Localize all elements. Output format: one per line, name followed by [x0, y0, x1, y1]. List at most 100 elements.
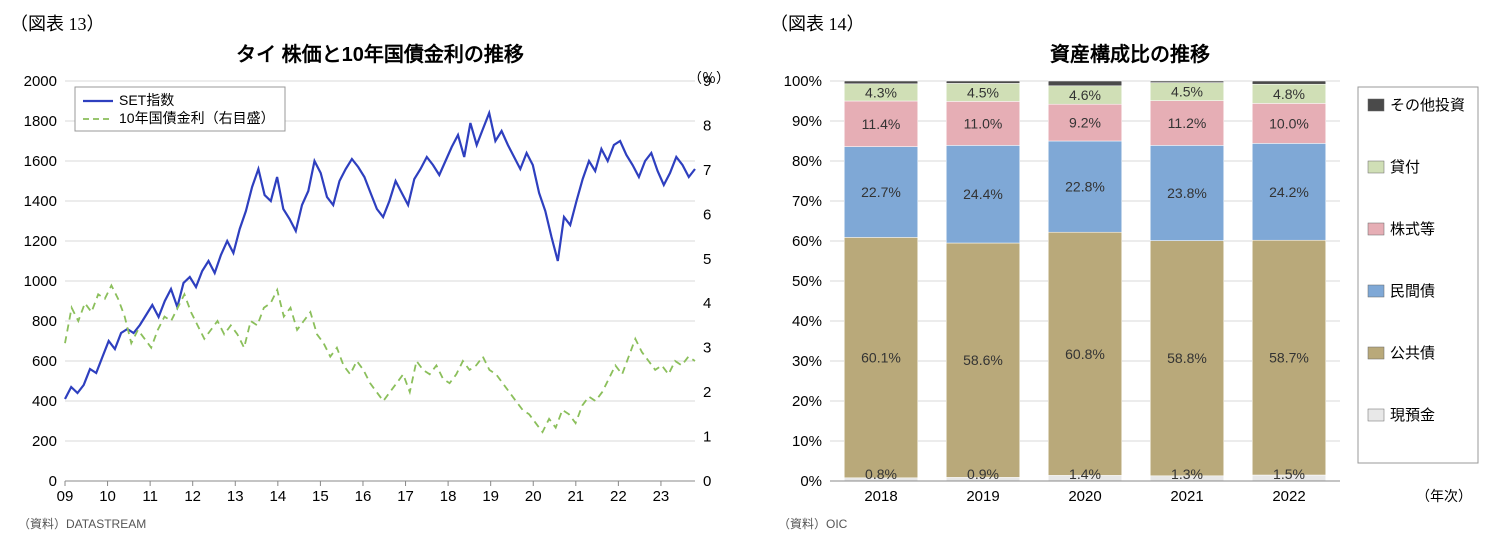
- svg-text:（年次）: （年次）: [1416, 488, 1472, 504]
- svg-text:4.8%: 4.8%: [1273, 86, 1305, 102]
- svg-text:14: 14: [269, 488, 286, 505]
- svg-text:2000: 2000: [24, 73, 57, 90]
- legend-label: 民間債: [1390, 283, 1435, 300]
- legend-swatch: [1368, 161, 1384, 173]
- svg-text:10.0%: 10.0%: [1269, 115, 1309, 131]
- svg-text:11: 11: [142, 488, 158, 505]
- svg-text:200: 200: [32, 433, 57, 450]
- svg-text:0%: 0%: [800, 473, 822, 490]
- svg-text:10年国債金利（右目盛）: 10年国債金利（右目盛）: [119, 110, 275, 126]
- figure-13: （図表 13） タイ 株価と10年国債金利の推移 020040060080010…: [10, 10, 750, 537]
- svg-text:20: 20: [525, 488, 542, 505]
- svg-text:40%: 40%: [792, 313, 822, 330]
- svg-text:58.7%: 58.7%: [1269, 350, 1309, 366]
- bar-segment-other: [1048, 81, 1121, 86]
- svg-text:30%: 30%: [792, 353, 822, 370]
- svg-text:SET指数: SET指数: [119, 92, 174, 108]
- svg-text:16: 16: [355, 488, 372, 505]
- svg-text:11.4%: 11.4%: [862, 116, 901, 132]
- svg-text:19: 19: [482, 488, 499, 505]
- svg-text:22.7%: 22.7%: [861, 184, 901, 200]
- svg-text:2022: 2022: [1272, 488, 1305, 505]
- svg-text:22.8%: 22.8%: [1065, 179, 1105, 195]
- svg-text:2019: 2019: [966, 488, 999, 505]
- svg-text:50%: 50%: [792, 273, 822, 290]
- line-chart-svg: 0200400600800100012001400160018002000012…: [10, 71, 750, 511]
- figure-13-source: （資料）DATASTREAM: [18, 515, 750, 532]
- svg-text:1000: 1000: [24, 273, 57, 290]
- svg-text:2018: 2018: [864, 488, 897, 505]
- svg-text:58.6%: 58.6%: [963, 352, 1003, 368]
- svg-text:2021: 2021: [1170, 488, 1203, 505]
- svg-text:4.5%: 4.5%: [967, 84, 999, 100]
- svg-text:（％）: （％）: [688, 71, 730, 86]
- figure-pair: （図表 13） タイ 株価と10年国債金利の推移 020040060080010…: [10, 10, 1477, 537]
- figure-14: （図表 14） 資産構成比の推移 0%10%20%30%40%50%60%70%…: [770, 10, 1487, 537]
- svg-text:24.2%: 24.2%: [1269, 184, 1309, 200]
- svg-text:10: 10: [99, 488, 116, 505]
- svg-text:18: 18: [440, 488, 457, 505]
- svg-text:1200: 1200: [24, 233, 57, 250]
- figure-14-title: 資産構成比の推移: [770, 38, 1487, 67]
- svg-text:23.8%: 23.8%: [1167, 185, 1207, 201]
- svg-text:8: 8: [703, 117, 711, 134]
- legend-swatch: [1368, 285, 1384, 297]
- bond-yield-line: [65, 285, 695, 432]
- svg-text:4.3%: 4.3%: [865, 84, 897, 100]
- legend-swatch: [1368, 99, 1384, 111]
- svg-text:58.8%: 58.8%: [1167, 350, 1207, 366]
- legend-label: 現預金: [1390, 407, 1435, 424]
- svg-text:600: 600: [32, 353, 57, 370]
- svg-text:60%: 60%: [792, 233, 822, 250]
- bar-segment-other: [1252, 81, 1325, 84]
- svg-text:60.8%: 60.8%: [1065, 346, 1105, 362]
- bar-segment-other: [844, 81, 917, 84]
- stacked-bar-svg: 0%10%20%30%40%50%60%70%80%90%100%0.8%60.…: [770, 71, 1487, 511]
- svg-text:100%: 100%: [784, 73, 822, 90]
- svg-text:1.3%: 1.3%: [1171, 466, 1203, 482]
- svg-text:1.4%: 1.4%: [1069, 466, 1101, 482]
- legend-label: 貸付: [1390, 159, 1420, 176]
- svg-text:1: 1: [703, 429, 711, 446]
- svg-text:1800: 1800: [24, 113, 57, 130]
- svg-text:2: 2: [703, 384, 711, 401]
- stacked-bar-area: 0%10%20%30%40%50%60%70%80%90%100%0.8%60.…: [770, 71, 1487, 511]
- svg-text:4.5%: 4.5%: [1171, 84, 1203, 100]
- bar-segment-other: [1150, 81, 1223, 83]
- legend-label: 公共債: [1390, 345, 1435, 362]
- legend-swatch: [1368, 409, 1384, 421]
- svg-text:1400: 1400: [24, 193, 57, 210]
- svg-text:22: 22: [610, 488, 627, 505]
- svg-text:11.2%: 11.2%: [1168, 115, 1207, 131]
- svg-text:10%: 10%: [792, 433, 822, 450]
- svg-text:0.8%: 0.8%: [865, 466, 897, 482]
- svg-text:5: 5: [703, 251, 711, 268]
- svg-text:9.2%: 9.2%: [1069, 115, 1101, 131]
- legend-label: その他投資: [1390, 97, 1465, 114]
- set-index-line: [65, 113, 695, 399]
- svg-text:11.0%: 11.0%: [964, 115, 1003, 131]
- figure-14-label: （図表 14）: [770, 10, 1487, 36]
- svg-text:13: 13: [227, 488, 244, 505]
- legend-swatch: [1368, 223, 1384, 235]
- figure-14-source: （資料）OIC: [778, 515, 1487, 532]
- legend-swatch: [1368, 347, 1384, 359]
- svg-text:4: 4: [703, 295, 711, 312]
- bar-segment-other: [946, 81, 1019, 83]
- svg-text:1600: 1600: [24, 153, 57, 170]
- svg-text:21: 21: [567, 488, 584, 505]
- svg-text:15: 15: [312, 488, 329, 505]
- svg-text:0: 0: [703, 473, 711, 490]
- svg-text:12: 12: [184, 488, 201, 505]
- legend-label: 株式等: [1390, 220, 1435, 238]
- svg-text:23: 23: [653, 488, 670, 505]
- svg-text:4.6%: 4.6%: [1069, 87, 1101, 103]
- svg-text:7: 7: [703, 162, 711, 179]
- svg-text:0.9%: 0.9%: [967, 466, 999, 482]
- svg-text:60.1%: 60.1%: [861, 350, 901, 366]
- svg-text:17: 17: [397, 488, 414, 505]
- svg-text:90%: 90%: [792, 113, 822, 130]
- svg-text:20%: 20%: [792, 393, 822, 410]
- figure-13-title: タイ 株価と10年国債金利の推移: [10, 38, 750, 67]
- svg-text:1.5%: 1.5%: [1273, 466, 1305, 482]
